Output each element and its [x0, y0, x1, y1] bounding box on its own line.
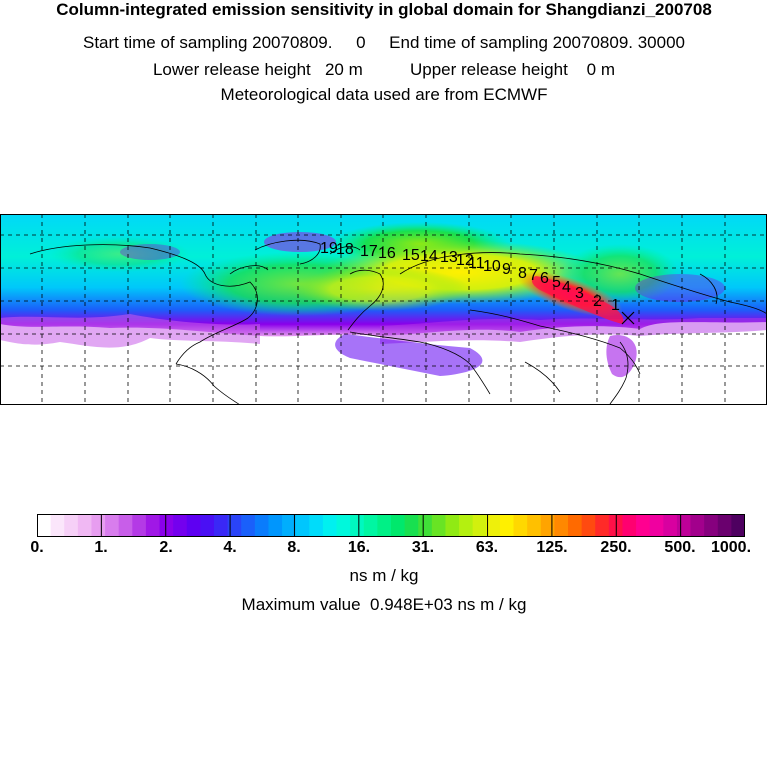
colorbar-cell	[77, 514, 93, 537]
colorbar-cell	[336, 514, 351, 537]
colorbar-cell	[241, 514, 256, 537]
colorbar-cell	[459, 514, 474, 537]
colorbar-cell	[527, 514, 542, 537]
colorbar-cell	[37, 514, 52, 537]
colorbar-cell	[105, 514, 120, 537]
colorbar-tick-label: 4.	[223, 539, 237, 556]
colorbar	[37, 514, 745, 537]
colorbar-tick-label: 1000.	[710, 539, 752, 556]
colorbar-cell	[554, 514, 569, 537]
colorbar-cell	[91, 514, 106, 537]
trajectory-label-4: 4	[562, 279, 571, 296]
colorbar-cell	[118, 514, 133, 537]
colorbar-cell	[254, 514, 270, 537]
trajectory-label-18: 18	[336, 241, 354, 258]
trajectory-label-8: 8	[518, 265, 527, 282]
colorbar-cell	[431, 514, 447, 537]
trajectory-label-10: 10	[483, 258, 501, 275]
colorbar-cell	[704, 514, 719, 537]
colorbar-tick-label: 16.	[347, 539, 371, 556]
trajectory-label-14: 14	[420, 248, 438, 265]
colorbar-cell	[622, 514, 637, 537]
colorbar-cell	[322, 514, 338, 537]
release-height-line: Lower release height 20 m Upper release …	[152, 60, 616, 79]
colorbar-cell	[663, 514, 678, 537]
colorbar-cell	[445, 514, 460, 537]
colorbar-cell	[64, 514, 79, 537]
colorbar-tick-label: 31.	[411, 539, 435, 556]
emission-sensitivity-map: 1 2 3 4 5 6 7 8 9 10 11 12 13 14 15 16 1…	[0, 214, 767, 405]
colorbar-units: ns m / kg	[349, 566, 419, 585]
colorbar-cell	[186, 514, 201, 537]
trajectory-label-13: 13	[440, 249, 458, 266]
colorbar-cell	[350, 514, 365, 537]
colorbar-cell	[595, 514, 610, 537]
colorbar-cell	[214, 514, 229, 537]
colorbar-cell	[268, 514, 283, 537]
colorbar-cell	[404, 514, 419, 537]
sampling-time-line: Start time of sampling 20070809. 0 End t…	[83, 33, 685, 52]
colorbar-cell	[227, 514, 242, 537]
colorbar-cell	[690, 514, 705, 537]
colorbar-cell	[159, 514, 174, 537]
colorbar-cell	[636, 514, 651, 537]
colorbar-cell	[132, 514, 147, 537]
trajectory-label-16: 16	[378, 245, 396, 262]
colorbar-tick-label: 1.	[94, 539, 108, 556]
colorbar-cell	[676, 514, 692, 537]
colorbar-cell	[472, 514, 487, 537]
trajectory-label-19: 19	[320, 240, 338, 257]
colorbar-cell	[200, 514, 215, 537]
trajectory-label-5: 5	[552, 274, 561, 291]
colorbar-cell	[282, 514, 297, 537]
colorbar-tick-label: 0.	[30, 539, 44, 556]
colorbar-cell	[499, 514, 515, 537]
trajectory-label-6: 6	[540, 270, 549, 287]
trajectory-label-12: 12	[456, 252, 474, 269]
trajectory-label-17: 17	[360, 243, 378, 260]
colorbar-cell	[513, 514, 528, 537]
colorbar-cell	[363, 514, 378, 537]
trajectory-label-15: 15	[402, 247, 420, 264]
met-data-line: Meteorological data used are from ECMWF	[220, 85, 548, 104]
colorbar-cell	[391, 514, 406, 537]
trajectory-label-7: 7	[529, 267, 538, 284]
colorbar-cell	[377, 514, 392, 537]
colorbar-cell	[568, 514, 583, 537]
colorbar-tick-label: 125.	[536, 539, 568, 556]
colorbar-cell	[309, 514, 324, 537]
colorbar-cell	[486, 514, 501, 537]
colorbar-tick-label: 250.	[600, 539, 632, 556]
colorbar-cell	[540, 514, 555, 537]
colorbar-cell	[649, 514, 664, 537]
trajectory-label-1: 1	[611, 297, 620, 314]
trajectory-label-9: 9	[502, 261, 511, 278]
map-title: Column-integrated emission sensitivity i…	[56, 0, 712, 19]
colorbar-cell	[145, 514, 161, 537]
trajectory-label-2: 2	[593, 293, 602, 310]
colorbar-cell	[731, 514, 745, 537]
trajectory-label-11: 11	[468, 255, 485, 272]
trajectory-label-3: 3	[575, 285, 584, 302]
colorbar-cell	[173, 514, 188, 537]
colorbar-tick-label: 63.	[475, 539, 499, 556]
maximum-value-text: Maximum value 0.948E+03 ns m / kg	[241, 595, 527, 614]
colorbar-tick-label: 2.	[159, 539, 173, 556]
colorbar-cell	[50, 514, 65, 537]
colorbar-tick-label: 500.	[664, 539, 696, 556]
colorbar-cell	[717, 514, 732, 537]
colorbar-cell	[418, 514, 433, 537]
colorbar-cell	[295, 514, 310, 537]
colorbar-cell	[581, 514, 596, 537]
colorbar-tick-label: 8.	[287, 539, 301, 556]
release-site-marker	[621, 311, 635, 325]
